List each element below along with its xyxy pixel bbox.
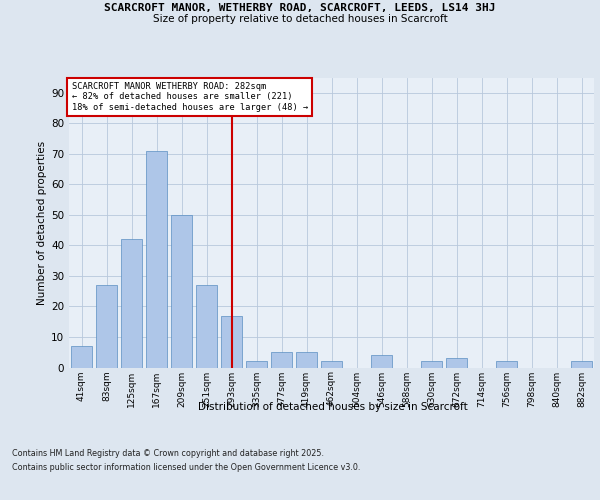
Bar	[446, 358, 467, 368]
Bar	[496, 362, 517, 368]
Text: Distribution of detached houses by size in Scarcroft: Distribution of detached houses by size …	[198, 402, 468, 412]
Bar	[221, 316, 242, 368]
Bar	[421, 362, 442, 368]
Bar	[296, 352, 317, 368]
Y-axis label: Number of detached properties: Number of detached properties	[37, 140, 47, 304]
Bar	[96, 285, 117, 368]
Bar	[196, 285, 217, 368]
Bar	[321, 362, 342, 368]
Bar	[71, 346, 92, 368]
Text: Contains HM Land Registry data © Crown copyright and database right 2025.: Contains HM Land Registry data © Crown c…	[12, 448, 324, 458]
Bar	[571, 362, 592, 368]
Bar	[246, 362, 267, 368]
Bar	[171, 215, 192, 368]
Text: Contains public sector information licensed under the Open Government Licence v3: Contains public sector information licen…	[12, 464, 361, 472]
Bar	[271, 352, 292, 368]
Bar	[371, 356, 392, 368]
Bar	[121, 240, 142, 368]
Text: Size of property relative to detached houses in Scarcroft: Size of property relative to detached ho…	[152, 14, 448, 24]
Text: SCARCROFT MANOR WETHERBY ROAD: 282sqm
← 82% of detached houses are smaller (221): SCARCROFT MANOR WETHERBY ROAD: 282sqm ← …	[71, 82, 308, 112]
Text: SCARCROFT MANOR, WETHERBY ROAD, SCARCROFT, LEEDS, LS14 3HJ: SCARCROFT MANOR, WETHERBY ROAD, SCARCROF…	[104, 2, 496, 12]
Bar	[146, 151, 167, 368]
